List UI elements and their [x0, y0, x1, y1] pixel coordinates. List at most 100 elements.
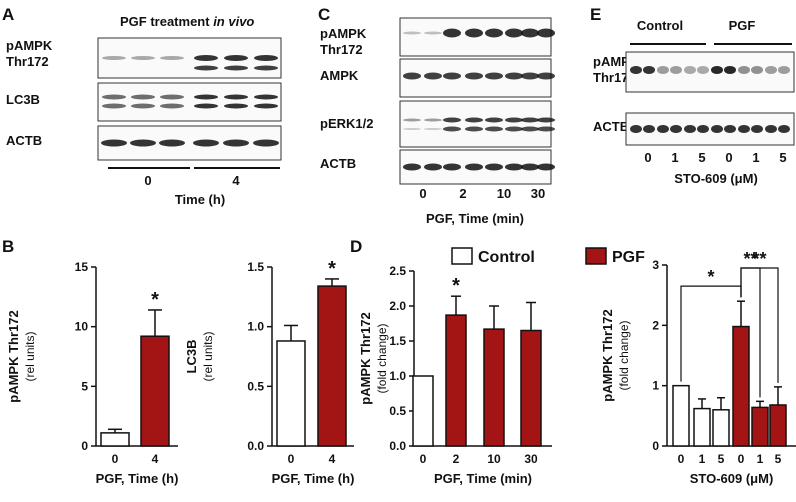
- blot-band: [697, 125, 709, 133]
- blot-band: [130, 139, 156, 147]
- y-tick-label: 0.5: [389, 404, 406, 418]
- blot-band: [253, 139, 279, 147]
- blot-band: [521, 72, 539, 80]
- blot-band: [193, 139, 219, 147]
- blot-band: [724, 125, 736, 133]
- blot-band: [537, 28, 555, 38]
- blot-band: [465, 72, 483, 80]
- y-tick-label: 0.0: [389, 439, 406, 453]
- y-axis-title: pAMPK Thr172: [600, 309, 615, 401]
- blot-band: [765, 125, 777, 133]
- bar: [769, 404, 787, 447]
- x-tick-label: 30: [524, 452, 538, 466]
- blot-band: [643, 125, 655, 133]
- blot-band: [724, 66, 736, 74]
- blot-band: [505, 117, 523, 123]
- y-tick-label: 2.0: [389, 299, 406, 313]
- panel-c-bands: [403, 28, 555, 171]
- bar: [412, 375, 434, 447]
- blot-band: [403, 118, 421, 122]
- blot-band: [521, 126, 539, 132]
- panel-a-blot-rows: pAMPK Thr172 LC3B ACTB: [6, 38, 53, 148]
- blot-band: [194, 65, 218, 71]
- blot-band: [505, 72, 523, 80]
- panel-c-lane-labels: 0 2 10 30: [419, 186, 545, 201]
- panel-e-lane-labels: 0 1 5 0 1 5: [644, 150, 786, 165]
- panel-label-e: E: [590, 5, 601, 24]
- y-tick-label: 1.0: [247, 320, 264, 334]
- x-tick-label: 2: [453, 452, 460, 466]
- panel-e-lane-label: 5: [698, 150, 705, 165]
- panel-e-lane-label: 1: [671, 150, 678, 165]
- blot-band: [751, 125, 763, 133]
- y-tick-label: 10: [75, 320, 89, 334]
- blot-band: [657, 66, 669, 74]
- significance-marker: **: [752, 249, 766, 269]
- panel-a-blot-actb: [97, 125, 282, 161]
- panel-a-group-0: 0: [144, 173, 151, 188]
- blot-band: [194, 103, 218, 109]
- panel-label-a: A: [2, 5, 14, 24]
- blot-band: [443, 28, 461, 38]
- panel-e-lane-label: 0: [644, 150, 651, 165]
- blot-band: [521, 28, 539, 38]
- panel-c-row-label-3: ACTB: [320, 156, 356, 171]
- y-tick-label: 2: [652, 318, 659, 332]
- panel-a-axis-title: Time (h): [175, 192, 225, 207]
- panel-c-row-label-1: AMPK: [320, 68, 359, 83]
- panel-e-lane-label: 5: [779, 150, 786, 165]
- x-tick-label: 10: [487, 452, 501, 466]
- y-axis-title: pAMPK Thr172: [358, 312, 373, 404]
- significance-marker: *: [707, 267, 714, 287]
- panel-a-group-4: 4: [232, 173, 240, 188]
- x-axis-title: PGF, Time (min): [434, 471, 532, 486]
- y-tick-label: 0: [81, 439, 88, 453]
- blot-band: [778, 125, 790, 133]
- panel-c-lane-label: 10: [497, 186, 511, 201]
- blot-band: [751, 66, 763, 74]
- blot-band: [101, 139, 127, 147]
- bar: [317, 285, 347, 447]
- x-tick-label: 1: [699, 452, 706, 466]
- blot-band: [443, 117, 461, 123]
- blot-band: [224, 94, 248, 100]
- blot-band: [630, 66, 642, 74]
- panel-a-blot-lc3b: [97, 82, 282, 122]
- y-axis-subtitle: (fold change): [375, 323, 389, 393]
- y-axis-subtitle: (rel units): [201, 331, 215, 381]
- significance-marker: *: [452, 275, 460, 297]
- blot-band: [485, 117, 503, 123]
- chart-b-lc3b: 0.0 0.5 1.0 1.5 0 4 PGF, Time (h) LC3B (rel unit…: [184, 258, 354, 486]
- bar: [712, 409, 730, 447]
- panel-c-axis-title: PGF, Time (min): [426, 211, 524, 226]
- blot-band: [102, 56, 126, 60]
- panel-a-header: PGF treatment in vivo: [120, 14, 254, 29]
- panel-c-lane-label: 2: [459, 186, 466, 201]
- panel-a-row-label-1: LC3B: [6, 92, 40, 107]
- y-axis-title: LC3B: [184, 340, 199, 374]
- panel-c-row-label-0a: pAMPK: [320, 26, 367, 41]
- significance-marker: *: [328, 258, 336, 280]
- blot-band: [505, 28, 523, 38]
- y-tick-label: 2.5: [389, 264, 406, 278]
- y-tick-label: 1: [652, 379, 659, 393]
- y-tick-label: 3: [652, 258, 659, 272]
- blot-band: [521, 163, 539, 171]
- blot-band: [765, 66, 777, 74]
- blot-band: [102, 94, 126, 100]
- panel-a-row-label-0b: Thr172: [6, 54, 49, 69]
- blot-band: [465, 163, 483, 171]
- blot-band: [711, 66, 723, 74]
- blot-band: [403, 31, 421, 35]
- y-tick-label: 0.0: [247, 439, 264, 453]
- bar: [693, 407, 711, 447]
- blot-band: [485, 72, 503, 80]
- panel-a-header-italic: in vivo: [213, 14, 254, 29]
- blot-band: [424, 118, 442, 122]
- bar: [100, 432, 130, 447]
- blot-band: [424, 72, 442, 80]
- bar: [140, 335, 170, 447]
- panel-a-bands: [101, 55, 279, 147]
- x-tick-label: 0: [420, 452, 427, 466]
- y-axis-subtitle: (rel units): [23, 331, 37, 381]
